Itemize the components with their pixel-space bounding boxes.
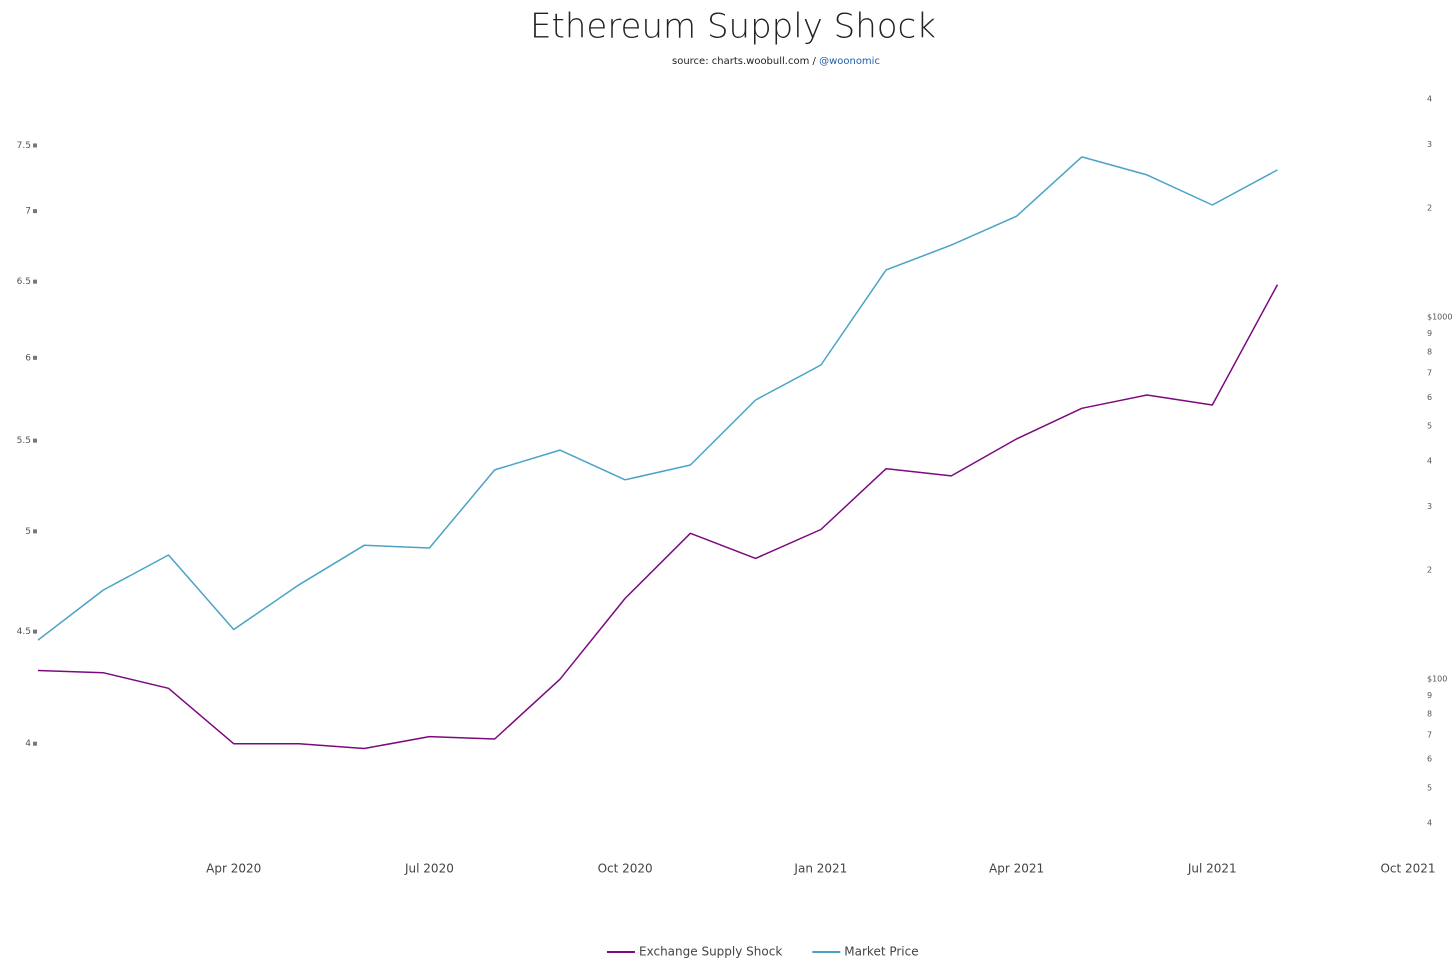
y2-tick-label: 3 [1427,140,1432,149]
y2-tick-label: 2 [1427,204,1432,213]
y2-tick-label: 4 [1427,457,1432,466]
x-tick-label: Apr 2021 [989,862,1044,876]
x-tick-label: Jul 2020 [404,862,454,876]
series-line [37,284,1279,750]
y-tick-label: 6 [25,353,31,363]
y2-tick-label: 7 [1427,730,1432,739]
x-tick-label: Oct 2020 [598,862,653,876]
y2-tick-label: 4 [1427,818,1432,827]
y2-tick-label: 5 [1427,783,1432,792]
y-tick-mark [33,529,37,534]
y2-tick-label: 3 [1427,502,1432,511]
series-line [37,156,1278,641]
y-tick-label: 7 [25,207,31,217]
y2-tick-label: 6 [1427,393,1432,402]
y-tick-mark [33,438,37,443]
y-tick-label: 7.5 [17,141,31,151]
y-tick-mark [33,209,37,214]
y-tick-label: 4.5 [17,627,31,637]
chart-title: Ethereum Supply Shock [530,7,936,47]
y2-tick-label: $100 [1427,674,1447,683]
legend-label: Exchange Supply Shock [639,945,782,959]
x-tick-label: Oct 2021 [1380,862,1435,876]
subtitle-link[interactable]: @woonomic [819,56,880,67]
y-tick-mark [33,629,37,634]
y2-tick-label: 9 [1427,691,1432,700]
y-tick-mark [33,741,37,746]
y-tick-mark [33,355,37,360]
x-tick-label: Jan 2021 [793,862,847,876]
y-tick-label: 5 [25,527,31,537]
y-tick-label: 5.5 [17,436,31,446]
y2-tick-label: 5 [1427,421,1432,430]
y2-tick-label: 8 [1427,710,1432,719]
y2-tick-label: 9 [1427,329,1432,338]
y-tick-label: 6.5 [17,277,31,287]
subtitle: source: charts.woobull.com / @woonomic [672,56,880,67]
subtitle-source: source: charts.woobull.com / [672,56,819,67]
legend-label: Market Price [844,945,918,959]
x-tick-label: Jul 2021 [1187,862,1237,876]
y2-tick-label: 4 [1427,95,1432,104]
y2-tick-label: 7 [1427,369,1432,378]
y-tick-mark [33,143,37,148]
y2-tick-label: $1000 [1427,313,1452,322]
y-tick-mark [33,279,37,284]
y2-tick-label: 8 [1427,348,1432,357]
y2-tick-label: 6 [1427,755,1432,764]
y2-tick-label: 2 [1427,565,1432,574]
x-tick-label: Apr 2020 [206,862,261,876]
y-tick-label: 4 [25,739,31,749]
